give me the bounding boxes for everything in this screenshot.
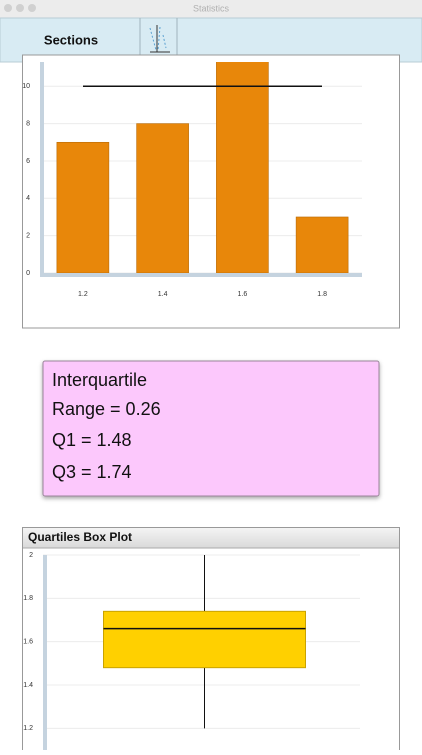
x-tick-label: 1.6: [238, 291, 248, 298]
bar: [136, 123, 189, 274]
chart-title: Quartiles Box Plot: [28, 530, 132, 544]
x-tick-label: 1.4: [158, 291, 168, 298]
y-tick-label: 1.4: [23, 682, 33, 689]
y-axis: [43, 555, 47, 753]
y-axis: [40, 62, 44, 276]
sections-button[interactable]: Sections: [44, 32, 98, 47]
y-tick-label: 4: [26, 195, 30, 202]
window-close[interactable]: [4, 4, 12, 12]
chart-icon[interactable]: [149, 25, 170, 53]
box: [103, 610, 306, 669]
bar-chart: 0 2 4 6 8 10 1.2 1.4 1.6 1.8: [22, 62, 362, 298]
y-tick-label: 0: [26, 270, 30, 277]
y-tick-label: 2: [29, 552, 33, 559]
window-zoom[interactable]: [28, 4, 36, 12]
y-tick-label: 8: [26, 120, 30, 127]
box-plot: 1.2 1.4 1.6 1.8 2: [23, 552, 360, 753]
bar: [56, 141, 110, 274]
y-tick-label: 1.6: [23, 639, 33, 646]
title-bar: [0, 0, 422, 18]
window-title: Statistics: [193, 3, 230, 13]
summary-box: [42, 360, 380, 497]
summary-line: Q1 = 1.48: [52, 430, 132, 450]
x-axis: [40, 273, 362, 277]
bar: [295, 216, 349, 274]
summary-line: Range = 0.26: [52, 399, 161, 419]
y-tick-label: 2: [26, 232, 30, 239]
y-tick-label: 6: [26, 158, 30, 165]
y-tick-label: 1.2: [23, 725, 33, 732]
panel-header: [23, 528, 399, 548]
x-tick-label: 1.2: [78, 291, 88, 298]
summary-line: Interquartile: [52, 370, 147, 390]
y-tick-label: 1.8: [23, 595, 33, 602]
bar: [216, 62, 269, 274]
x-tick-label: 1.8: [317, 291, 327, 298]
summary-line: Q3 = 1.74: [52, 462, 132, 482]
y-tick-label: 10: [22, 83, 30, 90]
window-minimize[interactable]: [16, 4, 24, 12]
